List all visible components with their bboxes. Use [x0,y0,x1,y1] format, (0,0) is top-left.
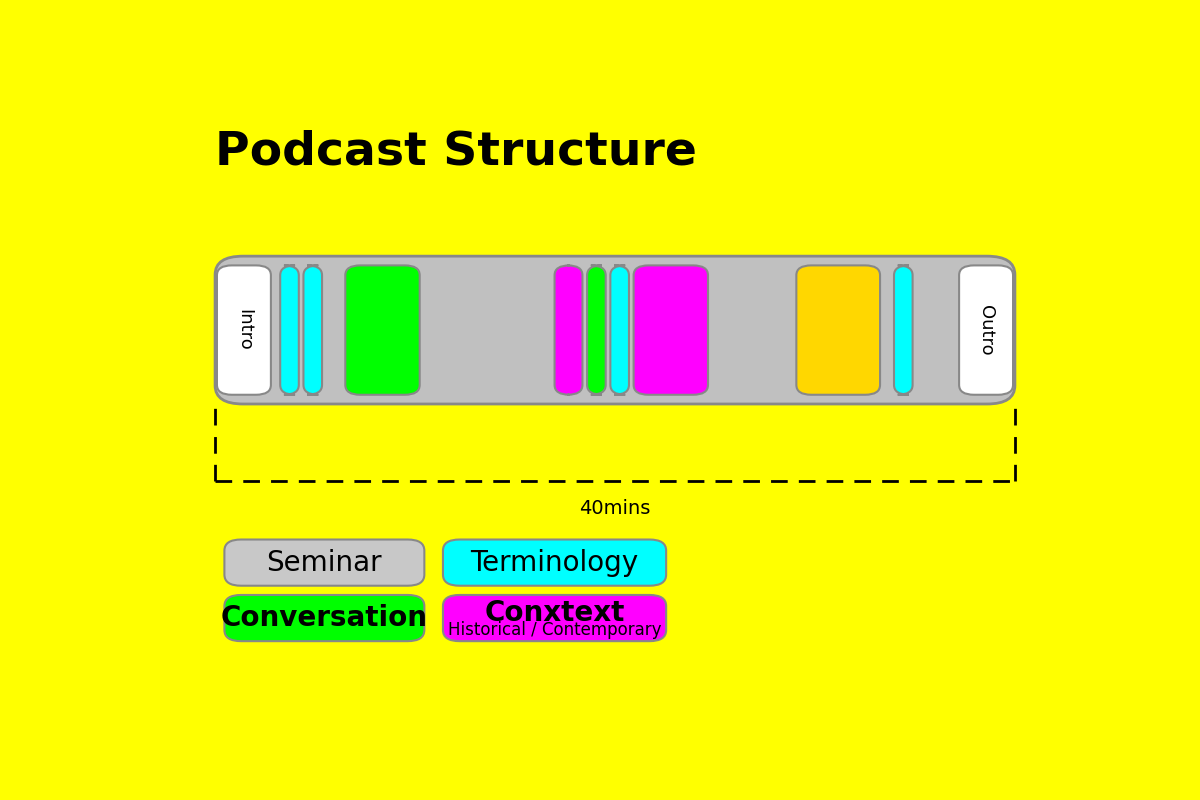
FancyBboxPatch shape [443,539,666,586]
FancyBboxPatch shape [217,266,271,394]
FancyBboxPatch shape [215,256,1015,404]
Text: Intro: Intro [235,310,253,351]
FancyBboxPatch shape [304,266,322,394]
Text: Outro: Outro [977,305,995,355]
Text: Conxtext: Conxtext [485,599,625,627]
Text: Terminology: Terminology [470,549,638,577]
Text: Conversation: Conversation [221,604,428,632]
FancyBboxPatch shape [554,266,582,394]
Text: Podcast Structure: Podcast Structure [215,130,697,175]
FancyBboxPatch shape [634,266,708,394]
FancyBboxPatch shape [797,266,880,394]
FancyBboxPatch shape [224,595,425,641]
Text: Seminar: Seminar [266,549,382,577]
FancyBboxPatch shape [894,266,913,394]
FancyBboxPatch shape [224,539,425,586]
FancyBboxPatch shape [281,266,299,394]
Text: Historical / Contemporary: Historical / Contemporary [448,621,661,638]
FancyBboxPatch shape [346,266,420,394]
FancyBboxPatch shape [443,595,666,641]
FancyBboxPatch shape [959,266,1013,394]
FancyBboxPatch shape [587,266,606,394]
Text: 40mins: 40mins [580,499,650,518]
FancyBboxPatch shape [611,266,629,394]
